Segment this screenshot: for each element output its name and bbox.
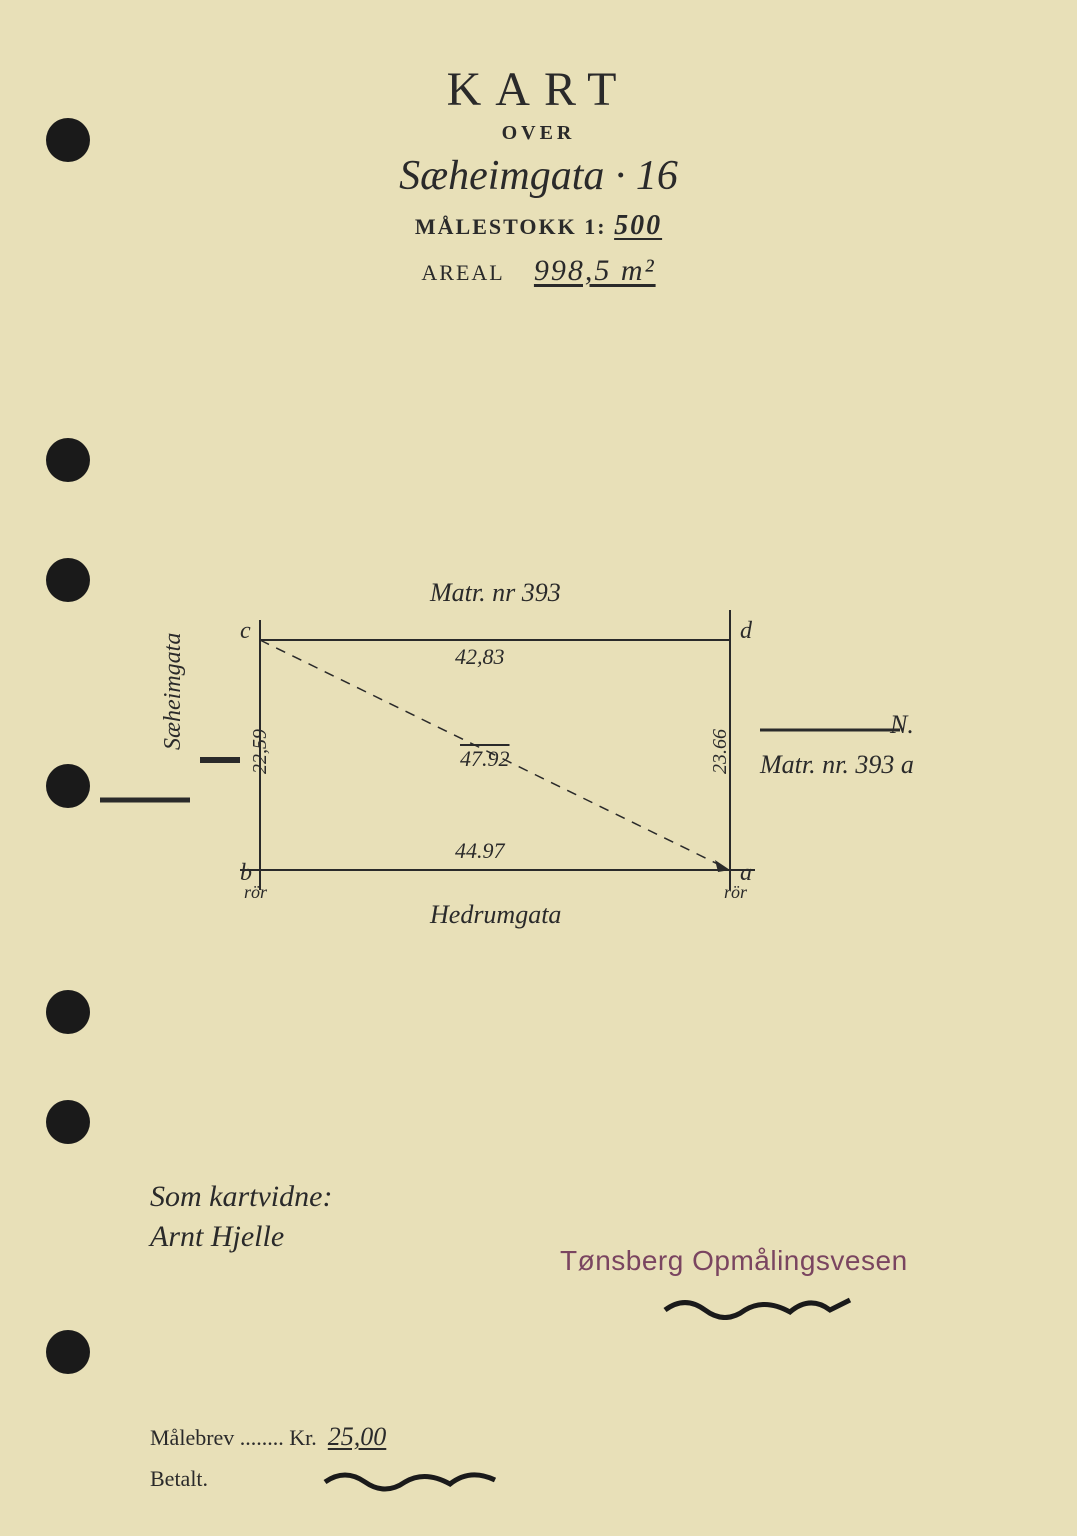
punch-hole [46,558,90,602]
witness-label: Som kartvidne: [150,1180,332,1214]
document-page: KART OVER Sæheimgata · 16 MÅLESTOKK 1: 5… [0,0,1077,1536]
punch-hole [46,990,90,1034]
title-address: Sæheimgata · 16 [0,152,1077,200]
betalt-signature-icon [320,1462,520,1492]
witness-name: Arnt Hjelle [150,1220,332,1254]
areal-row: AREAL 998,5 m² [0,254,1077,288]
malebrev-row: Målebrev ........ Kr. 25,00 [150,1422,386,1452]
marker-ror-right: rör [724,882,747,903]
signature-mark-icon [660,1290,860,1320]
malebrev-label: Målebrev ........ Kr. [150,1425,317,1450]
edge-ab-length: 44.97 [455,838,505,864]
street-bottom: Hedrumgata [430,900,561,930]
areal-label: AREAL [421,260,504,285]
north-label: N. [890,710,914,740]
diagonal-length: 47.92 [460,746,510,772]
malebrev-value: 25,00 [328,1422,387,1451]
neighbor-right: Matr. nr. 393 a [760,750,914,780]
plot-diagram: a b c d 42,83 23.66 44.97 22,59 47.92 Ma… [200,560,920,980]
authority-stamp: Tønsberg Opmålingsvesen [560,1245,908,1277]
title-kart: KART [0,62,1077,117]
areal-value: 998,5 m² [534,254,656,287]
punch-hole [46,1330,90,1374]
edge-bc-length: 22,59 [249,729,272,774]
side-mark-icon [100,790,200,810]
street-left: Sæheimgata [160,633,187,750]
scale-value: 500 [614,210,662,241]
punch-hole [46,1100,90,1144]
edge-cd-length: 42,83 [455,644,505,670]
corner-d: d [740,618,752,645]
title-over: OVER [0,122,1077,145]
neighbor-top: Matr. nr 393 [430,578,561,608]
marker-ror-left: rör [244,882,267,903]
betalt-row: Betalt. [150,1466,208,1492]
scale-row: MÅLESTOKK 1: 500 [0,210,1077,242]
edge-da-length: 23.66 [709,729,732,774]
corner-c: c [240,618,251,645]
scale-label: MÅLESTOKK 1: [415,214,607,239]
witness-block: Som kartvidne: Arnt Hjelle [150,1180,332,1254]
betalt-label: Betalt. [150,1466,208,1491]
punch-hole [46,438,90,482]
punch-hole [46,764,90,808]
